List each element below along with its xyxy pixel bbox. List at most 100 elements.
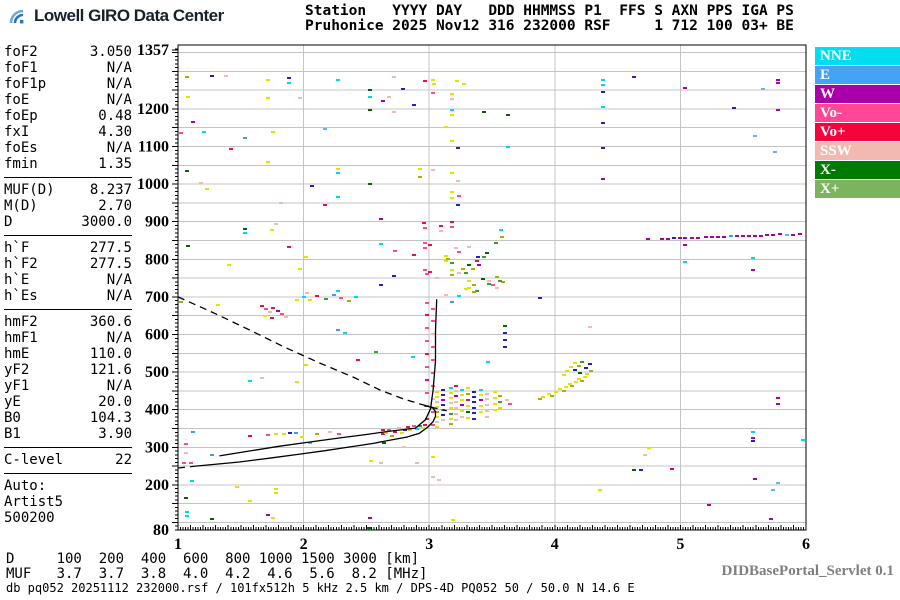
param-value: N/A (106, 92, 132, 108)
echo-point (580, 380, 584, 382)
echo-point (449, 423, 453, 425)
echo-point (274, 433, 278, 435)
echo-point (479, 405, 483, 407)
echo-point (441, 394, 445, 396)
param-row-foes: foEs N/A (4, 140, 132, 156)
station-header-line2: Pruhonice 2025 Nov12 316 232000 RSF 1 71… (305, 18, 794, 34)
echo-point (451, 519, 455, 521)
echo-point (248, 435, 252, 437)
echo-point (323, 128, 327, 130)
param-value: 360.6 (89, 314, 132, 330)
param-label: fxI (4, 124, 30, 140)
echo-point (747, 235, 751, 237)
echo-point (564, 386, 568, 388)
param-label: hmE (4, 346, 30, 362)
echo-point (455, 80, 459, 82)
echo-point (431, 398, 435, 400)
param-value: 104.3 (89, 410, 132, 426)
echo-point (683, 244, 687, 246)
param-row-hme: hmE 110.0 (4, 346, 132, 362)
echo-point (339, 297, 343, 299)
echo-point (284, 316, 288, 318)
echo-point (435, 421, 439, 423)
echo-point (260, 377, 264, 379)
param-row-b1: B1 3.90 (4, 426, 132, 442)
echo-point (235, 486, 239, 488)
svg-text:800: 800 (145, 251, 169, 268)
echo-point (646, 238, 650, 240)
panel-divider (4, 473, 132, 474)
echo-point (498, 401, 502, 403)
echo-point (266, 97, 270, 99)
echo-point (392, 76, 396, 78)
echo-point (479, 399, 483, 401)
echo-point (732, 107, 736, 109)
echo-point (446, 258, 450, 260)
echo-point (305, 292, 309, 294)
echo-point (418, 176, 422, 178)
param-row-d: D 3000.0 (4, 214, 132, 230)
param-row-clevel: C-level 22 (4, 452, 132, 468)
echo-point (457, 272, 461, 274)
echo-point (506, 114, 510, 116)
echo-point (368, 517, 372, 519)
svg-text:5: 5 (676, 536, 684, 553)
echo-point (425, 314, 429, 316)
echo-point (435, 426, 439, 428)
echo-point (751, 431, 755, 433)
echo-point (302, 296, 306, 298)
echo-point (280, 313, 284, 315)
echo-point (460, 416, 464, 418)
svg-text:200: 200 (145, 477, 169, 494)
echo-point (574, 381, 578, 383)
echo-point (460, 399, 464, 401)
param-label: yE (4, 394, 21, 410)
param-label: foF1 (4, 60, 38, 76)
echo-point (710, 236, 714, 238)
echo-point (450, 301, 454, 303)
param-label: yF2 (4, 362, 30, 378)
echo-point (632, 469, 636, 471)
echo-point (466, 417, 470, 419)
echo-point (798, 233, 802, 235)
echo-point (274, 492, 278, 494)
echo-point (423, 424, 427, 426)
echo-point (477, 264, 481, 266)
echo-point (585, 373, 589, 375)
echo-point (374, 351, 378, 353)
echo-point (432, 83, 436, 85)
echo-point (441, 404, 445, 406)
echo-point (270, 317, 274, 319)
echo-point (776, 82, 780, 84)
param-value: 22 (115, 452, 132, 468)
param-label: h`F (4, 240, 30, 256)
echo-point (460, 410, 464, 412)
echo-point (472, 418, 476, 420)
param-label: B1 (4, 426, 21, 442)
echo-point (387, 96, 391, 98)
echo-point (683, 87, 687, 89)
echo-point (601, 84, 605, 86)
echo-point (466, 399, 470, 401)
echo-point (472, 407, 476, 409)
echo-point (224, 75, 228, 77)
echo-direction-legend: NNE E W Vo- Vo+ SSW X- X+ (815, 47, 900, 199)
param-label: C-level (4, 452, 64, 468)
echo-point (801, 439, 805, 441)
echo-point (304, 364, 308, 366)
echo-point (450, 269, 454, 271)
echo-point (704, 236, 708, 238)
svg-text:4: 4 (551, 536, 559, 553)
echo-point (368, 96, 372, 98)
echo-point (601, 122, 605, 124)
echo-point (601, 106, 605, 108)
echo-point (450, 93, 454, 95)
y-axis-ticks (172, 48, 178, 531)
echo-point (485, 410, 489, 412)
echo-point (216, 304, 220, 306)
echo-point (475, 290, 479, 292)
echo-point (441, 414, 445, 416)
svg-text:6: 6 (802, 536, 810, 553)
echo-point (367, 527, 371, 529)
echo-point (562, 374, 566, 376)
